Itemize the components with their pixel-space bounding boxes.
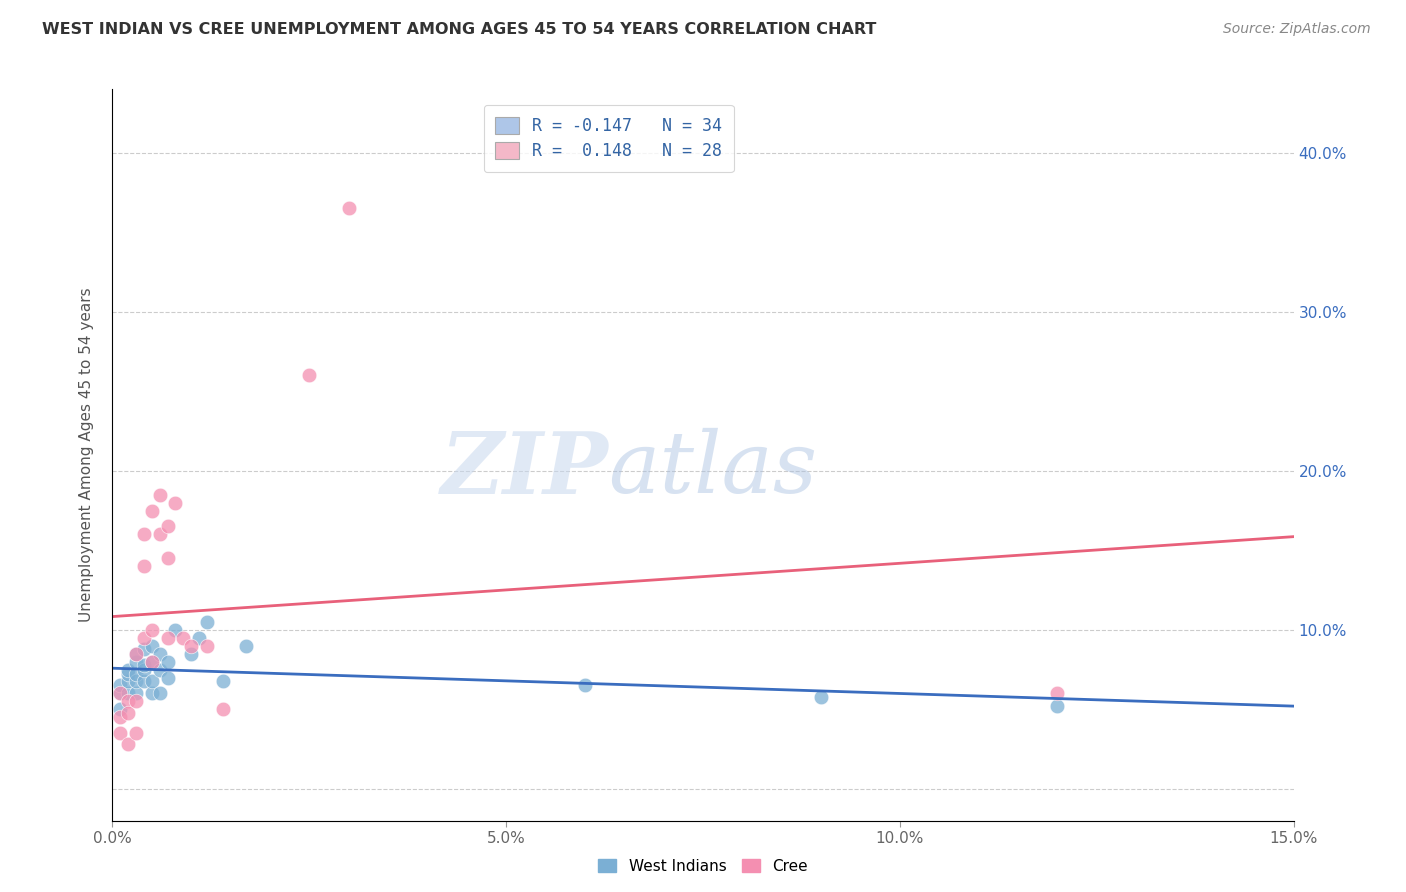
- Point: [156, 519, 179, 533]
- Point: [172, 631, 194, 645]
- Point: [117, 686, 139, 700]
- Text: WEST INDIAN VS CREE UNEMPLOYMENT AMONG AGES 45 TO 54 YEARS CORRELATION CHART: WEST INDIAN VS CREE UNEMPLOYMENT AMONG A…: [42, 22, 876, 37]
- Point: [110, 686, 132, 700]
- Point: [125, 694, 148, 708]
- Point: [149, 527, 172, 541]
- Point: [132, 559, 155, 574]
- Legend: R = -0.147   N = 34, R =  0.148   N = 28: R = -0.147 N = 34, R = 0.148 N = 28: [484, 105, 734, 172]
- Point: [125, 655, 148, 669]
- Point: [156, 655, 179, 669]
- Point: [132, 663, 155, 677]
- Point: [132, 657, 155, 672]
- Point: [1046, 686, 1069, 700]
- Text: Source: ZipAtlas.com: Source: ZipAtlas.com: [1223, 22, 1371, 37]
- Point: [165, 495, 187, 509]
- Point: [141, 673, 163, 688]
- Point: [125, 726, 148, 740]
- Point: [110, 726, 132, 740]
- Point: [211, 673, 233, 688]
- Point: [180, 639, 202, 653]
- Point: [141, 639, 163, 653]
- Point: [125, 647, 148, 661]
- Point: [1046, 699, 1069, 714]
- Point: [195, 615, 218, 629]
- Point: [195, 639, 218, 653]
- Point: [132, 641, 155, 656]
- Point: [117, 673, 139, 688]
- Point: [235, 639, 257, 653]
- Y-axis label: Unemployment Among Ages 45 to 54 years: Unemployment Among Ages 45 to 54 years: [79, 287, 94, 623]
- Point: [574, 678, 596, 692]
- Point: [337, 202, 360, 216]
- Point: [141, 623, 163, 637]
- Point: [156, 671, 179, 685]
- Point: [149, 686, 172, 700]
- Point: [180, 647, 202, 661]
- Point: [141, 686, 163, 700]
- Point: [110, 678, 132, 692]
- Point: [125, 686, 148, 700]
- Text: atlas: atlas: [609, 428, 818, 511]
- Point: [110, 702, 132, 716]
- Point: [149, 663, 172, 677]
- Point: [132, 527, 155, 541]
- Point: [117, 667, 139, 681]
- Point: [110, 710, 132, 724]
- Point: [141, 503, 163, 517]
- Point: [149, 488, 172, 502]
- Point: [125, 647, 148, 661]
- Point: [117, 737, 139, 751]
- Point: [141, 655, 163, 669]
- Point: [149, 647, 172, 661]
- Point: [141, 655, 163, 669]
- Point: [298, 368, 321, 383]
- Point: [110, 686, 132, 700]
- Point: [156, 631, 179, 645]
- Legend: West Indians, Cree: West Indians, Cree: [592, 853, 814, 880]
- Point: [125, 667, 148, 681]
- Point: [132, 631, 155, 645]
- Point: [211, 702, 233, 716]
- Point: [156, 551, 179, 566]
- Point: [125, 673, 148, 688]
- Point: [188, 631, 211, 645]
- Point: [117, 694, 139, 708]
- Point: [117, 663, 139, 677]
- Text: ZIP: ZIP: [440, 428, 609, 511]
- Point: [132, 673, 155, 688]
- Point: [810, 690, 832, 704]
- Point: [165, 623, 187, 637]
- Point: [117, 706, 139, 720]
